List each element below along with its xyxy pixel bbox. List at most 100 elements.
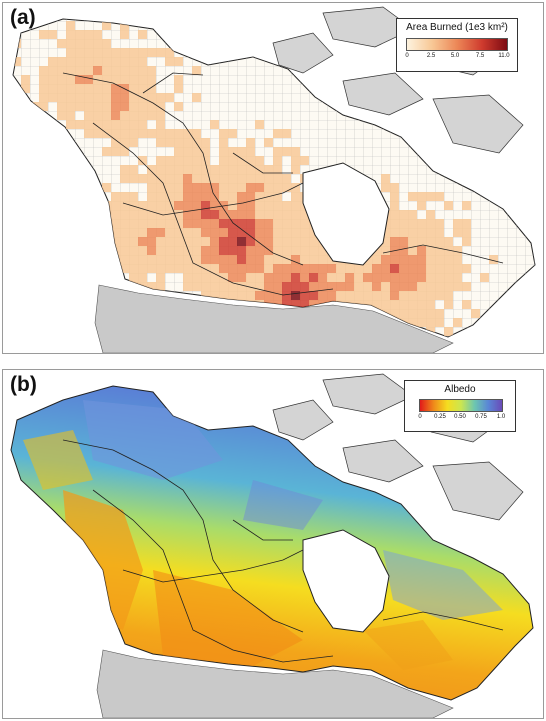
burn-cell (174, 147, 183, 156)
burn-cell (138, 174, 147, 183)
burn-cell (273, 246, 282, 255)
burn-cell (111, 192, 120, 201)
burn-cell (48, 93, 57, 102)
burn-cell (291, 246, 300, 255)
burn-cell (255, 246, 264, 255)
burn-cell (390, 273, 399, 282)
burn-cell (102, 183, 111, 192)
burn-cell (291, 156, 300, 165)
burn-cell (300, 291, 309, 300)
burn-cell (246, 282, 255, 291)
burn-cell (291, 228, 300, 237)
burn-cell (120, 246, 129, 255)
burn-cell (138, 30, 147, 39)
burn-cell (453, 264, 462, 273)
burn-cell (192, 165, 201, 174)
burn-cell (165, 264, 174, 273)
burn-cell (66, 30, 75, 39)
burn-cell (417, 228, 426, 237)
burn-cell (165, 219, 174, 228)
burn-cell (228, 156, 237, 165)
burn-cell (300, 273, 309, 282)
burn-cell (237, 282, 246, 291)
burn-cell (228, 183, 237, 192)
burn-cell (273, 237, 282, 246)
burn-cell (228, 237, 237, 246)
burn-cell (237, 183, 246, 192)
burn-cell (228, 192, 237, 201)
burn-cell (489, 255, 498, 264)
legend-b-tick: 0.25 (434, 414, 446, 420)
burn-cell (183, 219, 192, 228)
burn-cell (282, 246, 291, 255)
burn-cell (327, 264, 336, 273)
burn-cell (399, 219, 408, 228)
albedo-legend: Albedo 0 0.25 0.50 0.75 1.0 (404, 380, 516, 432)
burn-cell (201, 210, 210, 219)
burn-cell (75, 66, 84, 75)
burn-cell (156, 165, 165, 174)
burn-cell (147, 246, 156, 255)
burn-cell (75, 120, 84, 129)
burn-cell (57, 3, 66, 12)
burn-cell (192, 264, 201, 273)
burn-cell (444, 255, 453, 264)
burn-cell (237, 273, 246, 282)
burn-cell (120, 219, 129, 228)
burn-cell (147, 66, 156, 75)
burn-cell (183, 129, 192, 138)
burn-cell (111, 219, 120, 228)
burn-cell (93, 84, 102, 93)
burn-cell (111, 75, 120, 84)
burn-cell (408, 264, 417, 273)
burn-cell (210, 210, 219, 219)
burn-cell (228, 264, 237, 273)
burn-cell (102, 147, 111, 156)
burn-cell (165, 228, 174, 237)
burn-cell (174, 138, 183, 147)
burn-cell (426, 210, 435, 219)
burn-cell (426, 291, 435, 300)
burn-cell (273, 201, 282, 210)
legend-a-tick: 7.5 (475, 53, 485, 59)
burn-cell (327, 282, 336, 291)
burn-cell (219, 147, 228, 156)
burn-cell (264, 228, 273, 237)
burn-cell (282, 300, 291, 309)
burn-cell (75, 210, 84, 219)
burn-cell (390, 228, 399, 237)
burn-cell (426, 237, 435, 246)
burn-cell (237, 165, 246, 174)
burn-cell (102, 21, 111, 30)
burn-cell (84, 66, 93, 75)
burn-cell (219, 138, 228, 147)
burn-cell (237, 201, 246, 210)
burn-cell (282, 282, 291, 291)
burn-cell (147, 282, 156, 291)
burn-cell (354, 273, 363, 282)
burn-cell (39, 120, 48, 129)
burn-cell (174, 75, 183, 84)
burn-cell (75, 246, 84, 255)
burn-cell (102, 102, 111, 111)
burn-cell (381, 264, 390, 273)
burn-cell (363, 291, 372, 300)
burn-cell (120, 66, 129, 75)
burn-cell (111, 120, 120, 129)
burn-cell (255, 282, 264, 291)
burn-cell (291, 237, 300, 246)
burn-cell (246, 291, 255, 300)
burn-cell (165, 246, 174, 255)
burn-cell (75, 57, 84, 66)
burn-cell (273, 129, 282, 138)
burn-cell (246, 228, 255, 237)
burn-cell (408, 237, 417, 246)
burn-cell (120, 210, 129, 219)
burn-cell (291, 165, 300, 174)
burn-cell (111, 237, 120, 246)
burn-cell (219, 264, 228, 273)
burn-cell (192, 93, 201, 102)
burn-cell (219, 129, 228, 138)
burn-cell (93, 129, 102, 138)
burn-cell (183, 228, 192, 237)
